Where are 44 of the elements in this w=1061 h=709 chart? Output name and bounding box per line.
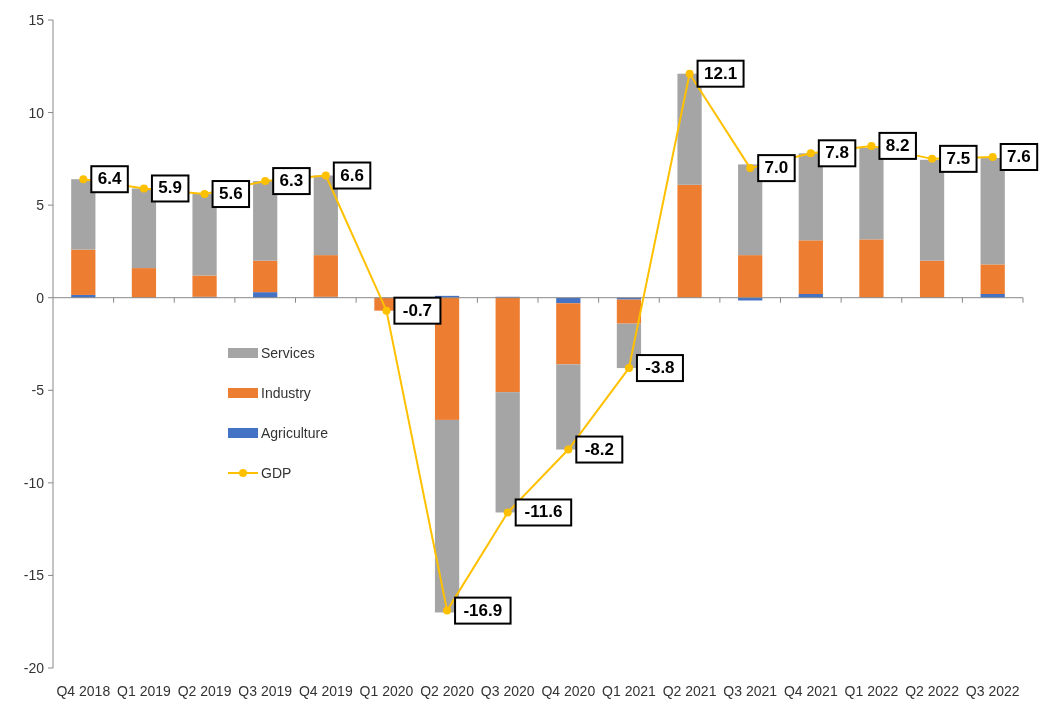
y-tick-label: -5 bbox=[31, 382, 45, 399]
data-label: 6.3 bbox=[279, 171, 304, 191]
x-tick-label: Q2 2019 bbox=[177, 683, 232, 699]
y-tick-label: 10 bbox=[28, 104, 45, 121]
y-tick-label: 5 bbox=[36, 197, 45, 214]
legend-label: GDP bbox=[261, 465, 292, 481]
data-label: 5.6 bbox=[218, 184, 243, 204]
legend-label: Industry bbox=[261, 385, 311, 401]
data-label: 8.2 bbox=[885, 135, 910, 155]
y-tick-label: -10 bbox=[23, 474, 45, 491]
y-tick-label: 0 bbox=[36, 289, 45, 306]
data-label: -0.7 bbox=[402, 300, 433, 320]
x-tick-label: Q3 2021 bbox=[723, 683, 778, 699]
legend-label: Services bbox=[261, 345, 315, 361]
x-tick-label: Q1 2020 bbox=[359, 683, 414, 699]
y-tick-label: -15 bbox=[23, 567, 45, 584]
data-label: -16.9 bbox=[463, 600, 503, 620]
x-tick-label: Q1 2019 bbox=[117, 683, 171, 699]
x-tick-label: Q4 2018 bbox=[56, 683, 111, 699]
x-tick-label: Q2 2022 bbox=[905, 683, 960, 699]
legend-label: Agriculture bbox=[261, 425, 329, 441]
x-tick-label: Q3 2020 bbox=[480, 683, 535, 699]
x-tick-label: Q3 2019 bbox=[238, 683, 293, 699]
data-label: -11.6 bbox=[524, 502, 563, 522]
data-label: 7.6 bbox=[1007, 147, 1031, 167]
data-label: 7.5 bbox=[946, 148, 971, 168]
x-tick-label: Q2 2020 bbox=[420, 683, 475, 699]
x-tick-label: Q1 2021 bbox=[602, 683, 656, 699]
data-label: 7.8 bbox=[825, 143, 849, 163]
x-tick-label: Q4 2019 bbox=[298, 683, 353, 699]
y-tick-label: -20 bbox=[23, 660, 45, 676]
y-tick-label: 15 bbox=[28, 12, 45, 28]
data-label: 7.0 bbox=[764, 158, 789, 178]
x-tick-label: Q2 2021 bbox=[662, 683, 717, 699]
data-label: -8.2 bbox=[584, 439, 614, 459]
x-tick-label: Q3 2022 bbox=[965, 683, 1020, 699]
data-label: 6.6 bbox=[340, 165, 364, 185]
data-label: 6.4 bbox=[97, 169, 122, 189]
x-tick-label: Q4 2020 bbox=[541, 683, 596, 699]
data-label: -3.8 bbox=[645, 358, 675, 378]
data-label: 5.9 bbox=[158, 178, 183, 198]
x-tick-label: Q4 2021 bbox=[783, 683, 838, 699]
x-tick-label: Q1 2022 bbox=[844, 683, 899, 699]
data-label: 12.1 bbox=[704, 63, 738, 83]
